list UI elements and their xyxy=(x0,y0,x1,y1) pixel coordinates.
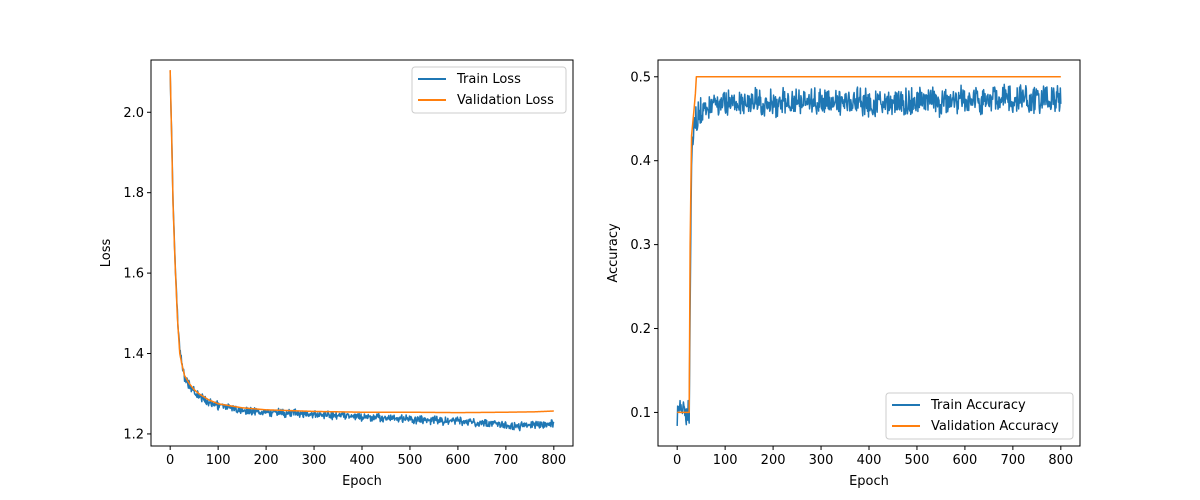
loss-legend: Train Loss Validation Loss xyxy=(411,66,567,114)
x-tick-label: 700 xyxy=(1000,453,1025,468)
x-tick-label: 400 xyxy=(350,453,375,468)
legend-label-train-accuracy: Train Accuracy xyxy=(930,398,1026,413)
accuracy-x-axis-label: Epoch xyxy=(849,474,889,489)
accuracy-y-axis-label: Accuracy xyxy=(606,223,621,283)
x-tick-label: 0 xyxy=(673,453,681,468)
accuracy-legend-box xyxy=(885,392,1074,440)
accuracy-legend: Train Accuracy Validation Accuracy xyxy=(885,392,1074,440)
x-tick-label: 100 xyxy=(206,453,231,468)
series-line-validation-loss xyxy=(169,70,555,414)
accuracy-plot-lines xyxy=(676,76,1062,426)
y-tick-label: 0.1 xyxy=(630,406,651,421)
x-tick-label: 300 xyxy=(809,453,834,468)
loss-legend-box xyxy=(411,66,567,114)
series-line-train-loss xyxy=(169,71,555,432)
loss-y-axis-label: Loss xyxy=(99,239,114,268)
x-tick-label: 0 xyxy=(166,453,174,468)
x-tick-label: 500 xyxy=(905,453,930,468)
y-tick-label: 0.3 xyxy=(630,238,651,253)
y-tick-label: 1.8 xyxy=(123,186,144,201)
x-tick-label: 200 xyxy=(254,453,279,468)
loss-plot-lines xyxy=(169,70,555,432)
y-tick-label: 0.5 xyxy=(630,70,651,85)
loss-ticks: 0 100 200 300 400 500 600 700 800 1.2 1.4 1.6 1.8 2.0 xyxy=(123,106,566,468)
legend-label-validation-accuracy: Validation Accuracy xyxy=(931,419,1059,434)
loss-x-axis-label: Epoch xyxy=(342,474,382,489)
accuracy-chart: 0 100 200 300 400 500 600 700 800 0.1 0.2 0.3 0.4 0.5… xyxy=(606,59,1081,489)
x-tick-label: 800 xyxy=(541,453,566,468)
x-tick-label: 800 xyxy=(1048,453,1073,468)
x-tick-label: 300 xyxy=(302,453,327,468)
y-tick-label: 1.4 xyxy=(123,347,144,362)
series-line-validation-accuracy xyxy=(676,76,1062,414)
accuracy-ticks: 0 100 200 300 400 500 600 700 800 0.1 0.2 0.3 0.4 0.5 xyxy=(630,70,1073,468)
y-tick-label: 1.2 xyxy=(123,427,144,442)
x-tick-label: 400 xyxy=(857,453,882,468)
y-tick-label: 1.6 xyxy=(123,267,144,282)
loss-chart: 0 100 200 300 400 500 600 700 800 1.2 1.4 1.6 1.8 2.0… xyxy=(99,59,574,489)
x-tick-label: 500 xyxy=(398,453,423,468)
y-tick-label: 0.2 xyxy=(630,322,651,337)
y-tick-label: 2.0 xyxy=(123,106,144,121)
legend-label-train-loss: Train Loss xyxy=(456,72,521,87)
x-tick-label: 700 xyxy=(493,453,518,468)
x-tick-label: 600 xyxy=(445,453,470,468)
x-tick-label: 200 xyxy=(761,453,786,468)
x-tick-label: 100 xyxy=(713,453,738,468)
y-tick-label: 0.4 xyxy=(630,154,651,169)
legend-label-validation-loss: Validation Loss xyxy=(457,93,554,108)
x-tick-label: 600 xyxy=(952,453,977,468)
series-line-train-accuracy xyxy=(676,83,1062,426)
